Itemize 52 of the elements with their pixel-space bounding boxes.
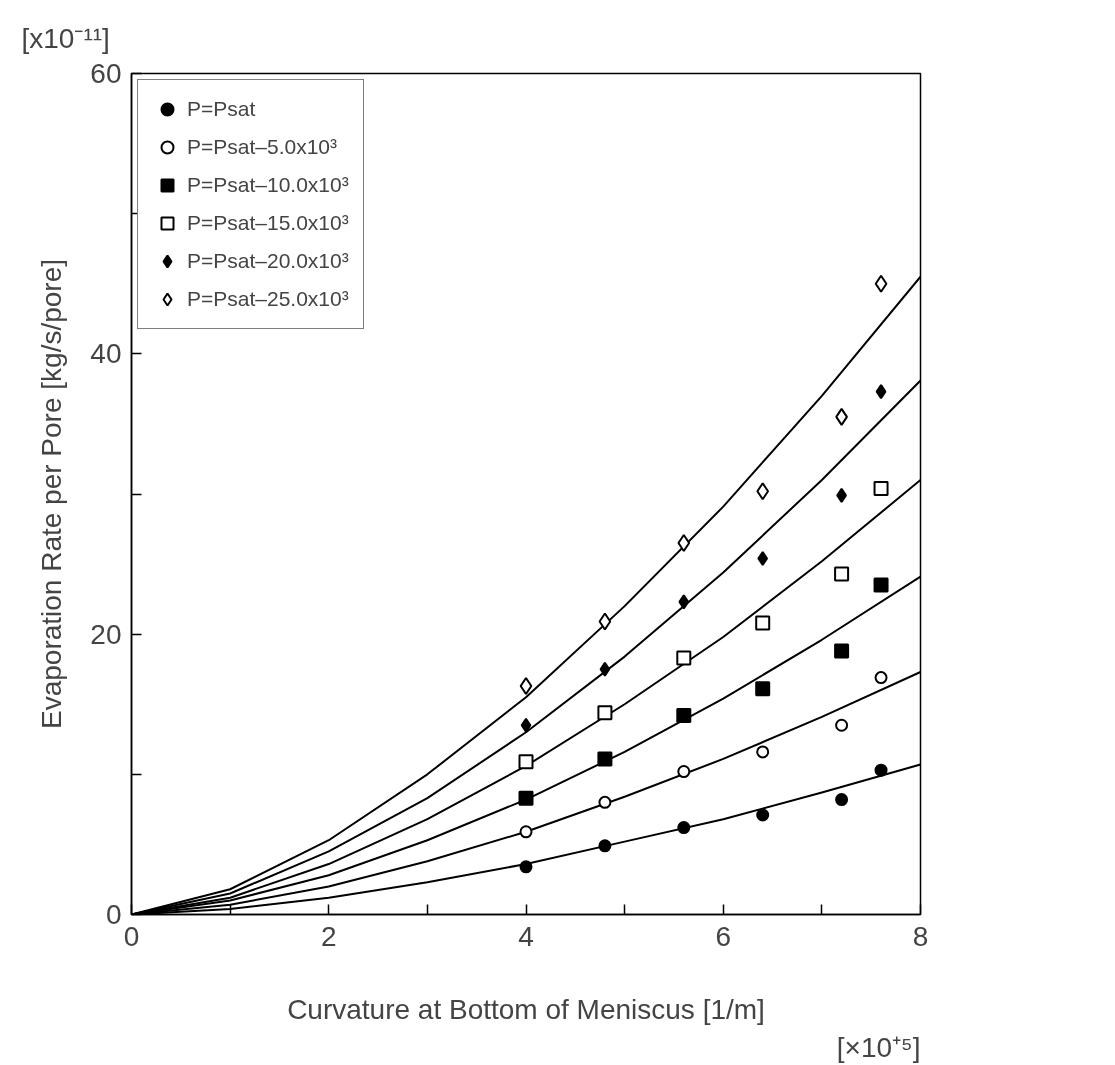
point [755, 615, 771, 631]
point [519, 677, 533, 696]
point [874, 671, 888, 685]
point [520, 717, 532, 733]
point [873, 577, 889, 593]
y-tick-label: 0 [105, 899, 122, 930]
point [677, 534, 691, 553]
legend-label: P=Psat–25.0x10³ [187, 287, 349, 311]
x-tick-label: 6 [715, 920, 732, 952]
point [874, 763, 888, 777]
text: [×10⁺⁵] [836, 1032, 921, 1063]
x-tick-label: 2 [320, 920, 337, 952]
point [676, 650, 692, 666]
point [835, 718, 849, 732]
point [598, 612, 612, 631]
legend-label: P=Psat–20.0x10³ [187, 249, 349, 273]
point [678, 594, 690, 610]
y-tick-label: 60 [90, 58, 122, 89]
y-tick-label: 20 [90, 618, 122, 650]
point [874, 274, 888, 293]
point [519, 860, 533, 874]
legend-label: P=Psat–15.0x10³ [187, 211, 349, 235]
point [677, 765, 691, 779]
point [755, 681, 771, 697]
point [756, 482, 770, 501]
point [677, 821, 691, 835]
point [518, 790, 534, 806]
point [599, 661, 611, 677]
point [875, 384, 887, 400]
point [756, 808, 770, 822]
legend-label: P=Psat–5.0x10³ [187, 135, 338, 159]
legend-label: P=Psat–10.0x10³ [187, 173, 349, 197]
point [598, 795, 612, 809]
point [597, 751, 613, 767]
legend-label: P=Psat [187, 97, 256, 121]
point [519, 825, 533, 839]
x-tick-label: 4 [518, 920, 534, 952]
point [834, 566, 850, 582]
y-tick-label: 40 [90, 338, 122, 370]
point [598, 839, 612, 853]
point [757, 550, 769, 566]
point [597, 705, 613, 721]
x-tick-label: 8 [912, 920, 929, 952]
y-axis-title: Evaporation Rate per Pore [kg/s/pore] [36, 258, 68, 730]
point [835, 793, 849, 807]
text: [x10⁻¹¹] [21, 22, 110, 54]
point [834, 643, 850, 659]
x-axis-title: Curvature at Bottom of Meniscus [1/m] [287, 993, 765, 1025]
point [873, 480, 889, 496]
point [518, 754, 534, 770]
point [756, 745, 770, 759]
point [676, 707, 692, 723]
